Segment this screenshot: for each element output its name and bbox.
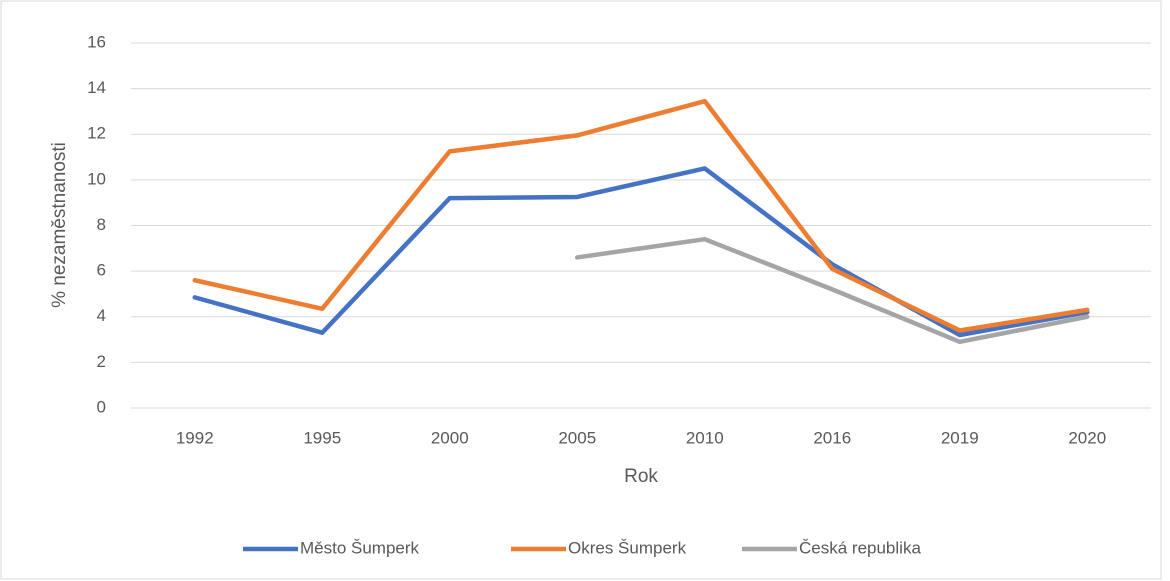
x-axis-title: Rok <box>624 466 658 487</box>
legend-label: Město Šumperk <box>300 538 420 557</box>
x-tick-label: 2005 <box>558 428 596 447</box>
x-tick-label: 2000 <box>431 428 469 447</box>
x-tick-label: 2020 <box>1068 428 1106 447</box>
x-tick-label: 1995 <box>303 428 341 447</box>
x-tick-label: 1992 <box>176 428 214 447</box>
line <box>192 98 1090 333</box>
y-tick-label: 14 <box>87 78 106 97</box>
line <box>575 236 1090 345</box>
y-tick-label: 2 <box>97 352 106 371</box>
y-tick-label: 16 <box>87 32 106 51</box>
y-tick-label: 10 <box>87 169 106 188</box>
y-axis-title: % nezaměstnanosti <box>49 142 70 308</box>
line <box>192 166 1090 338</box>
y-tick-label: 8 <box>97 215 106 234</box>
legend-label: Česká republika <box>799 538 921 557</box>
y-tick-label: 4 <box>97 306 106 325</box>
legend-label: Okres Šumperk <box>568 538 687 557</box>
y-tick-label: 6 <box>97 261 106 280</box>
x-tick-label: 2019 <box>941 428 979 447</box>
y-tick-label: 12 <box>87 124 106 143</box>
x-tick-label: 2016 <box>813 428 851 447</box>
y-tick-label: 0 <box>97 397 106 416</box>
x-tick-label: 2010 <box>686 428 724 447</box>
